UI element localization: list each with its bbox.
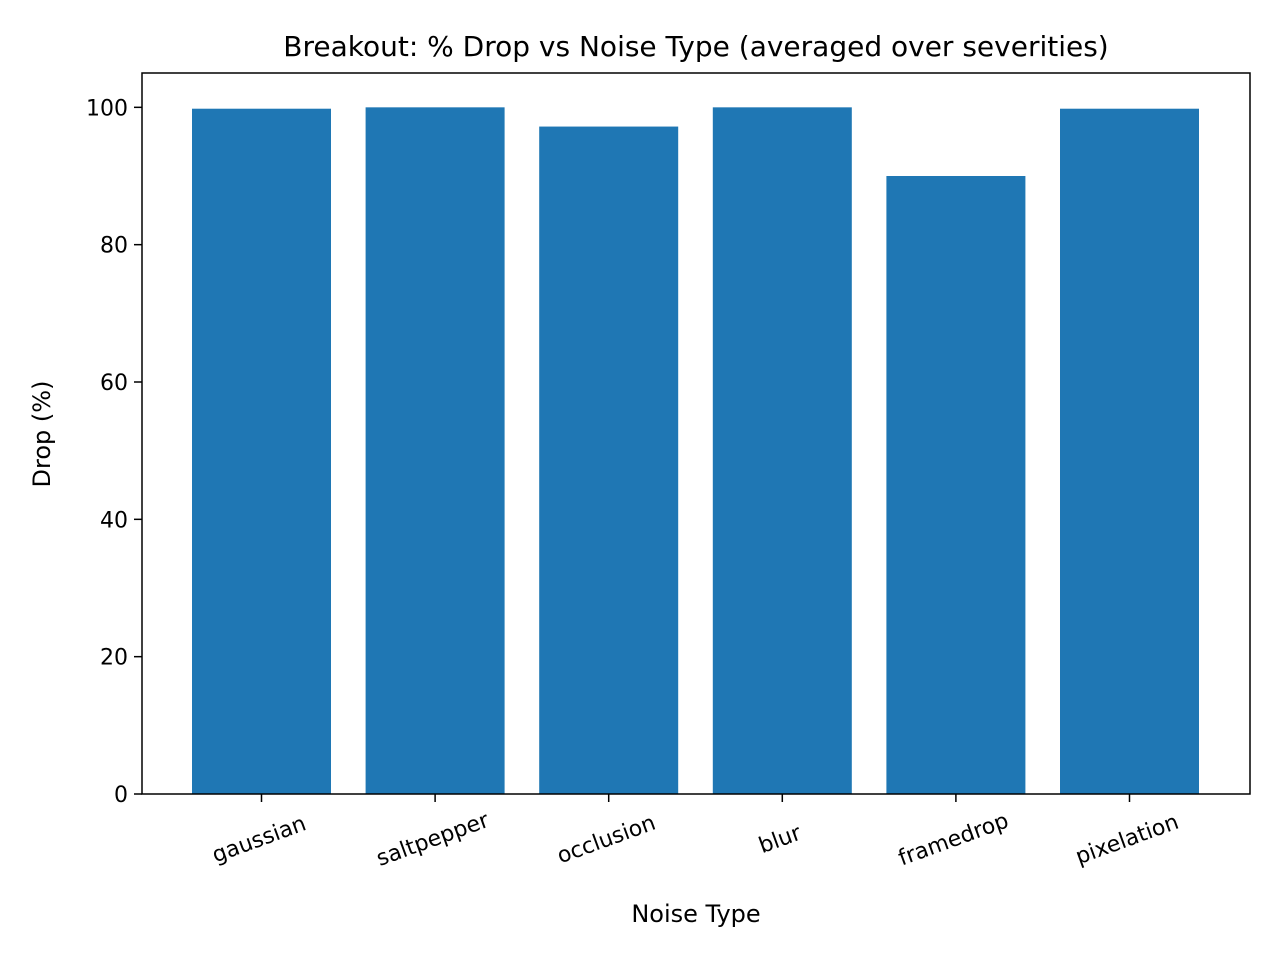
x-tick-label-saltpepper: saltpepper xyxy=(373,808,493,872)
x-tick-label-framedrop: framedrop xyxy=(895,808,1012,871)
x-tick-label-gaussian: gaussian xyxy=(209,811,310,868)
bar-gaussian xyxy=(192,108,331,794)
x-axis-label: Noise Type xyxy=(631,900,760,928)
y-tick-label: 20 xyxy=(100,646,128,671)
y-tick-label: 80 xyxy=(100,234,128,259)
bar-blur xyxy=(712,107,852,795)
y-tick-label: 40 xyxy=(100,508,128,533)
bar-pixelation xyxy=(1060,108,1199,794)
bar-framedrop xyxy=(886,176,1026,794)
bar-saltpepper xyxy=(365,107,505,795)
x-tick-label-blur: blur xyxy=(756,820,806,859)
plot-frame xyxy=(141,72,1251,795)
y-axis-label: Drop (%) xyxy=(28,381,56,488)
x-axis: gaussian saltpepper occlusion blur framedrop… xyxy=(209,794,1182,872)
y-tick-label: 0 xyxy=(114,783,128,808)
bars-group xyxy=(192,107,1199,795)
y-tick-label: 60 xyxy=(100,371,128,396)
bar-occlusion xyxy=(539,126,679,794)
x-tick-label-pixelation: pixelation xyxy=(1072,810,1182,870)
y-axis: 0 20 40 60 80 100 xyxy=(86,96,142,808)
y-tick-label: 100 xyxy=(86,96,128,121)
chart-title: Breakout: % Drop vs Noise Type (averaged… xyxy=(283,30,1108,63)
x-tick-label-occlusion: occlusion xyxy=(554,811,659,870)
